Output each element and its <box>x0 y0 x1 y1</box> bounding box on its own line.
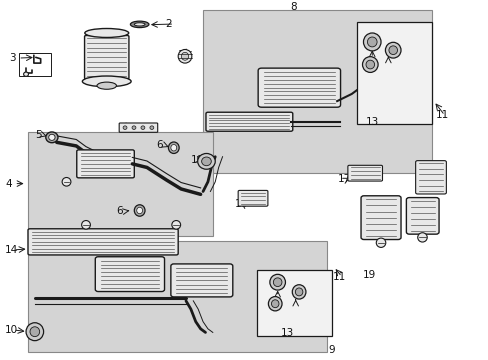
Ellipse shape <box>23 72 28 76</box>
Text: 5: 5 <box>35 130 41 140</box>
Text: 3: 3 <box>9 53 16 63</box>
Text: 13: 13 <box>365 117 378 127</box>
Bar <box>356 22 431 125</box>
Ellipse shape <box>62 177 71 186</box>
FancyBboxPatch shape <box>258 68 340 107</box>
Ellipse shape <box>171 221 180 229</box>
FancyBboxPatch shape <box>238 190 267 206</box>
Text: 18: 18 <box>369 222 383 231</box>
Ellipse shape <box>385 42 400 58</box>
Ellipse shape <box>181 52 188 60</box>
FancyBboxPatch shape <box>77 150 134 178</box>
Text: 11: 11 <box>332 272 346 282</box>
Text: 10: 10 <box>190 155 203 165</box>
Ellipse shape <box>269 274 285 290</box>
Ellipse shape <box>268 297 282 311</box>
Text: 12: 12 <box>177 50 190 60</box>
FancyBboxPatch shape <box>84 36 129 79</box>
Ellipse shape <box>123 126 127 130</box>
Text: 4: 4 <box>5 179 12 189</box>
Ellipse shape <box>132 126 136 130</box>
Text: 19: 19 <box>362 270 375 280</box>
Text: 6: 6 <box>156 140 162 150</box>
Ellipse shape <box>134 23 145 26</box>
Ellipse shape <box>170 144 176 151</box>
Ellipse shape <box>388 46 397 54</box>
Ellipse shape <box>49 134 55 140</box>
Ellipse shape <box>375 238 385 247</box>
Text: 6: 6 <box>117 206 123 216</box>
Bar <box>27 241 327 352</box>
FancyBboxPatch shape <box>406 198 438 234</box>
Ellipse shape <box>271 300 278 308</box>
Ellipse shape <box>295 288 302 296</box>
Ellipse shape <box>417 233 427 242</box>
Bar <box>256 270 331 336</box>
Ellipse shape <box>366 37 376 47</box>
Ellipse shape <box>82 76 131 87</box>
Ellipse shape <box>137 207 142 214</box>
Text: 9: 9 <box>328 345 334 355</box>
FancyBboxPatch shape <box>415 161 446 194</box>
Ellipse shape <box>362 57 377 72</box>
Ellipse shape <box>292 285 305 299</box>
Ellipse shape <box>197 153 215 169</box>
Ellipse shape <box>30 327 40 337</box>
Ellipse shape <box>178 49 191 63</box>
Text: 2: 2 <box>165 19 172 29</box>
Ellipse shape <box>150 126 154 130</box>
Ellipse shape <box>46 132 58 143</box>
Ellipse shape <box>81 221 90 229</box>
Text: 13: 13 <box>280 328 293 338</box>
FancyBboxPatch shape <box>95 257 164 292</box>
Bar <box>27 132 212 235</box>
Bar <box>19 53 51 76</box>
Ellipse shape <box>273 278 282 287</box>
Text: 8: 8 <box>289 2 296 12</box>
Ellipse shape <box>363 33 380 51</box>
Text: 16: 16 <box>234 199 247 210</box>
Ellipse shape <box>134 205 145 216</box>
FancyBboxPatch shape <box>119 123 158 132</box>
Text: 15: 15 <box>426 168 439 178</box>
Text: 11: 11 <box>435 111 448 121</box>
FancyBboxPatch shape <box>360 196 400 239</box>
Ellipse shape <box>97 82 116 89</box>
Ellipse shape <box>141 126 144 130</box>
Bar <box>203 10 431 173</box>
Ellipse shape <box>201 157 211 166</box>
Ellipse shape <box>130 21 149 28</box>
Ellipse shape <box>168 142 179 153</box>
FancyBboxPatch shape <box>205 112 292 131</box>
Ellipse shape <box>26 323 43 341</box>
Ellipse shape <box>84 28 128 37</box>
FancyBboxPatch shape <box>347 165 382 181</box>
Ellipse shape <box>365 60 374 69</box>
FancyBboxPatch shape <box>170 264 232 297</box>
Text: 10: 10 <box>4 325 18 335</box>
Text: 14: 14 <box>4 245 18 255</box>
Text: 1: 1 <box>103 33 109 43</box>
Text: 7: 7 <box>118 123 124 132</box>
FancyBboxPatch shape <box>28 229 178 255</box>
Text: 17: 17 <box>337 174 351 184</box>
